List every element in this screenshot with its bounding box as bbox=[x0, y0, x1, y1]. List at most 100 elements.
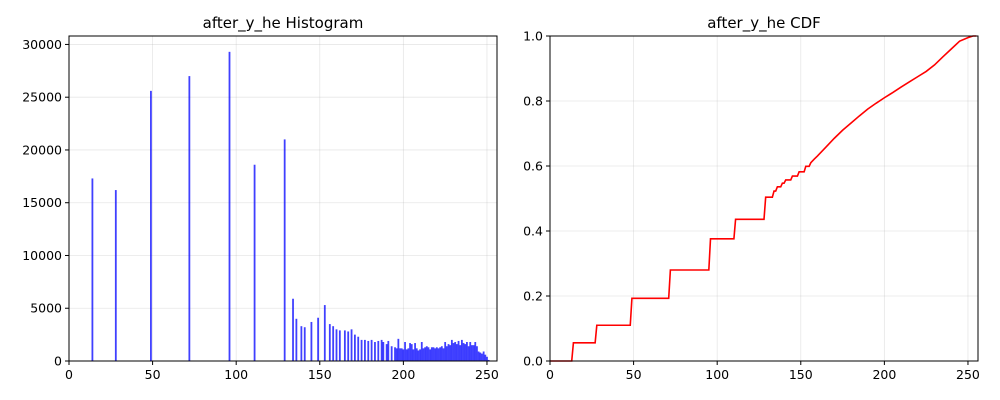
histogram-bar bbox=[385, 344, 388, 361]
histogram-y-ticks: 0 5000 10000 15000 20000 25000 30000 bbox=[22, 37, 69, 369]
histogram-bar bbox=[300, 326, 303, 361]
histogram-bar bbox=[353, 334, 356, 361]
histogram-bar bbox=[481, 353, 483, 361]
histogram-bar bbox=[439, 347, 442, 361]
histogram-bar bbox=[435, 347, 438, 361]
histogram-bar bbox=[332, 326, 335, 361]
cdf-x-ticks: 0 50 100 150 200 250 bbox=[546, 361, 980, 382]
histogram-bar bbox=[486, 356, 488, 361]
histogram-bar bbox=[228, 51, 231, 361]
histogram-bar bbox=[400, 348, 403, 361]
histogram-bar bbox=[484, 354, 487, 361]
histogram-bar bbox=[303, 327, 306, 361]
histogram-bar bbox=[454, 342, 457, 361]
histogram-bar bbox=[444, 342, 447, 361]
histogram-bar bbox=[477, 351, 480, 361]
histogram-bar bbox=[460, 339, 463, 361]
histogram-frame bbox=[68, 35, 498, 362]
cdf-x-tick-label: 200 bbox=[872, 367, 896, 382]
histogram-bar bbox=[482, 351, 485, 361]
histogram-bar bbox=[432, 347, 435, 361]
histogram-bar bbox=[471, 345, 473, 361]
cdf-x-tick-label: 50 bbox=[626, 367, 642, 382]
histogram-bar bbox=[357, 336, 360, 361]
histogram-bar bbox=[430, 347, 433, 361]
histogram-bar bbox=[317, 317, 320, 361]
histogram-bar bbox=[323, 305, 326, 361]
histogram-bar bbox=[474, 342, 477, 361]
histogram-x-ticks: 0 50 100 150 200 250 bbox=[65, 361, 499, 382]
cdf-y-tick-label: 0.8 bbox=[523, 94, 543, 109]
histogram-bar bbox=[394, 347, 396, 361]
histogram-bar bbox=[479, 352, 482, 361]
histogram-bar bbox=[427, 347, 430, 361]
cdf-y-ticks: 0.0 0.2 0.4 0.6 0.8 1.0 bbox=[523, 29, 550, 369]
cdf-y-tick-label: 0.6 bbox=[523, 159, 543, 174]
cdf-x-tick-label: 150 bbox=[789, 367, 813, 382]
histogram-bar bbox=[442, 348, 445, 361]
histogram-bar bbox=[467, 346, 470, 361]
histogram-bar bbox=[150, 90, 152, 362]
histogram-bar bbox=[466, 342, 468, 361]
histogram-bar bbox=[434, 348, 437, 361]
hist-x-tick-label: 0 bbox=[65, 367, 73, 382]
histogram-bar bbox=[424, 347, 427, 361]
histogram-bar bbox=[295, 318, 298, 361]
histogram-bar bbox=[410, 344, 413, 361]
histogram-bar bbox=[452, 343, 455, 361]
histogram-bar bbox=[462, 343, 465, 361]
histogram-bar bbox=[404, 342, 406, 361]
hist-y-tick-label: 10000 bbox=[22, 248, 62, 263]
histogram-bar bbox=[459, 345, 462, 361]
cdf-y-tick-label: 0.0 bbox=[523, 354, 543, 369]
histogram-bar bbox=[335, 329, 338, 361]
hist-y-tick-label: 20000 bbox=[22, 142, 62, 157]
hist-y-tick-label: 5000 bbox=[30, 301, 62, 316]
histogram-bar bbox=[487, 359, 490, 361]
histogram-bar bbox=[370, 339, 373, 361]
cdf-y-tick-label: 0.4 bbox=[523, 224, 543, 239]
histogram-bar bbox=[420, 342, 423, 361]
histogram-bar bbox=[449, 345, 452, 361]
hist-y-tick-label: 30000 bbox=[22, 37, 62, 52]
cdf-title: after_y_he CDF bbox=[707, 14, 821, 33]
hist-x-tick-label: 100 bbox=[224, 367, 248, 382]
histogram-bar bbox=[283, 139, 286, 361]
histogram-bar bbox=[402, 349, 405, 361]
hist-x-tick-label: 250 bbox=[475, 367, 499, 382]
histogram-bar bbox=[455, 344, 458, 361]
histogram-axes: after_y_he Histogram 0 50 100 150 200 250 0 50… bbox=[22, 14, 499, 382]
histogram-bar bbox=[292, 298, 294, 361]
histogram-bar bbox=[397, 338, 400, 361]
hist-x-tick-label: 150 bbox=[308, 367, 332, 382]
histogram-grid bbox=[68, 36, 497, 362]
histogram-bar bbox=[360, 339, 363, 361]
histogram-bar bbox=[450, 339, 453, 361]
histogram-bar bbox=[350, 329, 353, 361]
cdf-x-tick-label: 250 bbox=[956, 367, 980, 382]
histogram-bar bbox=[374, 342, 376, 361]
histogram-bar bbox=[414, 343, 416, 361]
histogram-bar bbox=[472, 345, 475, 361]
hist-y-tick-label: 15000 bbox=[22, 195, 62, 210]
cdf-y-tick-label: 0.2 bbox=[523, 289, 543, 304]
histogram-bar bbox=[91, 178, 94, 361]
cdf-x-tick-label: 100 bbox=[705, 367, 729, 382]
histogram-bar bbox=[415, 348, 418, 361]
histogram-title: after_y_he Histogram bbox=[203, 14, 364, 33]
histogram-bar bbox=[387, 340, 390, 361]
cdf-line-group bbox=[550, 35, 977, 362]
histogram-bar bbox=[437, 348, 440, 361]
histogram-bar bbox=[188, 76, 191, 361]
histogram-bar bbox=[419, 349, 421, 361]
histogram-bar bbox=[422, 348, 425, 361]
histogram-bar bbox=[469, 342, 472, 361]
histogram-bar bbox=[457, 340, 460, 361]
hist-y-tick-label: 25000 bbox=[22, 90, 62, 105]
histogram-bar bbox=[417, 350, 420, 361]
cdf-x-tick-label: 0 bbox=[546, 367, 554, 382]
hist-x-tick-label: 200 bbox=[391, 367, 415, 382]
histogram-bar bbox=[328, 324, 331, 361]
histogram-bar bbox=[367, 340, 370, 361]
histogram-bar bbox=[476, 346, 478, 361]
